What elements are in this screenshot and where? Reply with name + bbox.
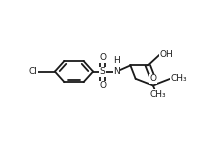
Text: O: O [99, 53, 106, 62]
Text: O: O [99, 81, 106, 90]
Text: Cl: Cl [29, 67, 38, 76]
Text: OH: OH [160, 50, 174, 59]
Text: CH₃: CH₃ [170, 74, 187, 83]
Text: S: S [100, 67, 106, 76]
Text: H: H [113, 56, 120, 65]
Text: CH₃: CH₃ [150, 90, 166, 99]
Text: O: O [149, 74, 157, 83]
Text: N: N [113, 67, 120, 76]
